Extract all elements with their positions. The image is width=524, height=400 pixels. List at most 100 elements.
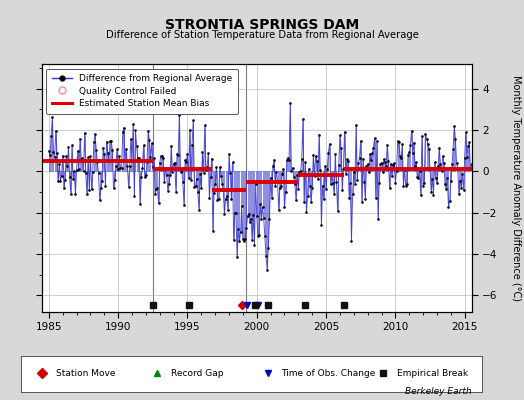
Point <box>384 158 392 164</box>
Point <box>98 178 106 184</box>
Point <box>82 170 90 176</box>
Point <box>92 146 101 153</box>
Point <box>391 180 400 186</box>
Point <box>59 152 67 159</box>
Point <box>196 171 204 178</box>
Text: STRONTIA SPRINGS DAM: STRONTIA SPRINGS DAM <box>165 18 359 32</box>
Point <box>57 173 66 179</box>
Point <box>47 132 56 139</box>
Point <box>394 138 402 144</box>
Point <box>250 242 259 248</box>
Point <box>387 160 395 167</box>
Point <box>297 168 305 174</box>
Point <box>462 129 470 135</box>
Point <box>213 196 222 203</box>
Point <box>292 197 300 203</box>
Point <box>220 211 228 218</box>
Point <box>246 219 254 225</box>
Point <box>416 168 424 174</box>
Point <box>104 150 112 156</box>
Point <box>166 172 174 178</box>
Point <box>189 117 198 124</box>
Point <box>401 183 410 189</box>
Point <box>48 114 57 120</box>
Point <box>385 185 394 191</box>
Point <box>290 173 298 180</box>
Point <box>137 174 146 180</box>
Point <box>429 192 438 198</box>
Point <box>287 168 296 174</box>
Point <box>389 162 397 168</box>
Point <box>117 165 126 171</box>
Point <box>205 195 214 202</box>
Point <box>133 143 141 149</box>
Point <box>434 163 442 170</box>
Point <box>63 163 71 170</box>
Point <box>280 204 289 211</box>
Point <box>378 169 387 175</box>
Point <box>85 187 93 193</box>
Point <box>381 159 389 166</box>
Point <box>144 127 152 134</box>
Point <box>232 210 240 216</box>
Point <box>428 176 436 182</box>
Point <box>55 161 63 168</box>
Point <box>124 183 133 190</box>
Point <box>235 238 244 244</box>
Point <box>157 153 165 160</box>
Point <box>457 184 465 191</box>
Point <box>369 145 378 151</box>
Point <box>342 170 350 177</box>
Point <box>329 180 337 187</box>
Point <box>180 201 188 208</box>
Point <box>432 174 440 181</box>
Point <box>448 161 456 168</box>
Point <box>343 156 351 163</box>
Point <box>443 175 452 181</box>
Point <box>112 163 120 170</box>
Point <box>403 181 411 188</box>
Point <box>382 163 390 169</box>
Point <box>366 151 374 157</box>
Point <box>396 152 404 159</box>
Point <box>214 196 223 202</box>
Point <box>46 152 54 159</box>
Point <box>231 210 239 216</box>
Point <box>264 245 272 251</box>
Point <box>399 183 408 189</box>
Point <box>165 181 173 187</box>
Point <box>436 160 444 167</box>
Point <box>211 181 220 187</box>
Point <box>258 204 267 210</box>
Point <box>168 169 177 176</box>
Point <box>169 160 178 167</box>
Point <box>69 176 78 182</box>
Point <box>89 169 97 176</box>
Point <box>455 190 463 197</box>
Point <box>423 140 432 147</box>
Point <box>134 155 142 162</box>
Point <box>175 112 183 118</box>
Point <box>129 120 137 127</box>
Point <box>204 150 212 156</box>
Point <box>110 185 118 192</box>
Point <box>259 215 268 222</box>
Point <box>233 254 242 260</box>
Point <box>409 150 417 156</box>
Point <box>379 156 388 162</box>
Point <box>304 166 313 172</box>
Point <box>358 198 366 205</box>
Point <box>390 160 398 166</box>
Point <box>197 185 205 191</box>
Point <box>444 204 453 210</box>
Point <box>424 146 433 152</box>
Point <box>351 180 359 187</box>
Point <box>83 191 91 198</box>
Point <box>323 166 331 173</box>
Point <box>419 183 427 190</box>
Point <box>326 181 335 188</box>
Point <box>355 155 364 161</box>
Point <box>122 146 130 152</box>
Point <box>100 150 108 157</box>
Point <box>303 193 312 199</box>
